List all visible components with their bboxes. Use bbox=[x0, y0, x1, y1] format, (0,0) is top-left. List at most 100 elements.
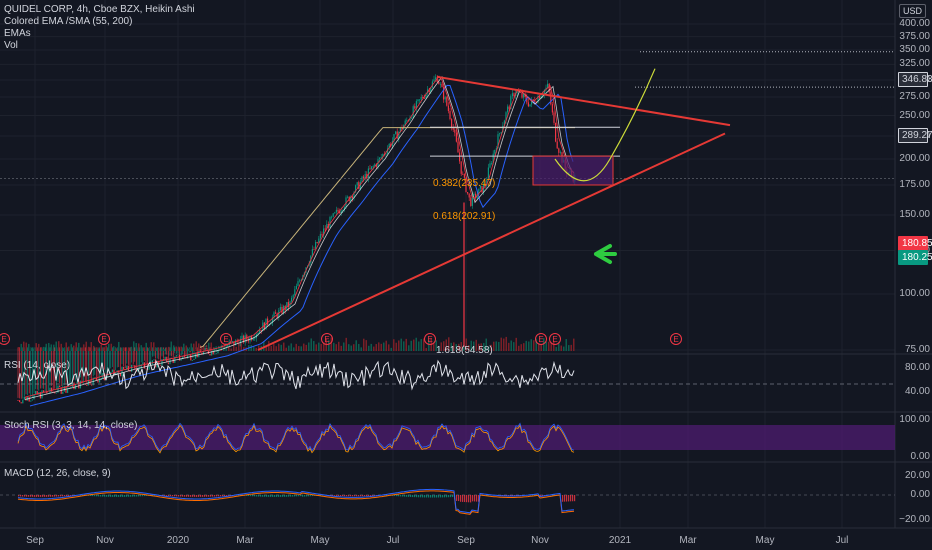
candle-body bbox=[491, 163, 493, 165]
emas-indicator-label[interactable]: EMAs bbox=[4, 28, 31, 39]
volume-indicator-label[interactable]: Vol bbox=[4, 40, 18, 51]
macd-histogram-bar bbox=[452, 495, 454, 498]
candle-body bbox=[75, 383, 77, 390]
y-tick-label: 350.00 bbox=[899, 44, 930, 55]
candle-body bbox=[297, 281, 299, 286]
candle-body bbox=[326, 223, 328, 230]
macd-histogram-bar bbox=[368, 495, 370, 496]
volume-bar bbox=[288, 345, 290, 351]
volume-bar bbox=[280, 344, 282, 351]
earnings-icon[interactable]: E bbox=[549, 333, 561, 345]
candle-body bbox=[471, 194, 473, 206]
earnings-icon[interactable]: E bbox=[670, 333, 682, 345]
candle-body bbox=[406, 120, 408, 121]
candle-body bbox=[499, 133, 501, 135]
macd-histogram-bar bbox=[90, 495, 92, 497]
macd-histogram-bar bbox=[168, 495, 170, 496]
macd-histogram-bar bbox=[424, 495, 426, 498]
earnings-icon[interactable]: E bbox=[220, 333, 232, 345]
indicator-tick-label: 0.00 bbox=[910, 489, 930, 500]
macd-histogram-bar bbox=[418, 495, 420, 498]
macd-histogram-bar bbox=[402, 495, 404, 497]
volume-bar bbox=[320, 343, 322, 351]
earnings-icon[interactable]: E bbox=[535, 333, 547, 345]
candle-body bbox=[411, 117, 413, 119]
fib-label-1618: 1.618(54.58) bbox=[436, 345, 493, 356]
volume-bar bbox=[538, 344, 540, 351]
macd-histogram-bar bbox=[60, 495, 62, 497]
macd-histogram-bar bbox=[42, 495, 44, 497]
symbol-title[interactable]: QUIDEL CORP, 4h, Cboe BZX, Heikin Ashi bbox=[4, 4, 195, 15]
volume-bar bbox=[120, 347, 122, 351]
candle-body bbox=[332, 213, 334, 217]
volume-bar bbox=[480, 343, 482, 351]
volume-bar bbox=[218, 345, 220, 351]
macd-histogram-bar bbox=[176, 495, 178, 497]
ema-sma-indicator-label[interactable]: Colored EMA /SMA (55, 200) bbox=[4, 16, 133, 27]
candle-body bbox=[436, 77, 438, 82]
macd-histogram-bar bbox=[264, 495, 266, 497]
candle-body bbox=[54, 391, 56, 394]
macd-histogram-bar bbox=[34, 495, 36, 497]
candle-body bbox=[510, 96, 512, 110]
macd-histogram-bar bbox=[502, 495, 504, 496]
macd-histogram-bar bbox=[506, 495, 508, 496]
candle-body bbox=[484, 183, 486, 186]
candle-body bbox=[475, 193, 477, 199]
macd-histogram-bar bbox=[398, 495, 400, 497]
rsi-line bbox=[17, 359, 575, 391]
x-tick-label: Jul bbox=[835, 535, 849, 546]
macd-legend[interactable]: MACD (12, 26, close, 9) bbox=[4, 468, 111, 479]
macd-histogram-bar bbox=[258, 495, 260, 497]
earnings-icon[interactable]: E bbox=[321, 333, 333, 345]
candle-body bbox=[86, 384, 88, 386]
volume-bar bbox=[63, 348, 65, 351]
volume-bar bbox=[553, 341, 555, 351]
candle-body bbox=[423, 97, 425, 99]
candle-body bbox=[257, 332, 259, 335]
y-tick-label: 275.00 bbox=[899, 90, 930, 102]
macd-histogram-bar bbox=[288, 495, 290, 497]
candle-body bbox=[259, 329, 261, 333]
macd-histogram-bar bbox=[68, 495, 70, 496]
candle-body bbox=[219, 348, 221, 350]
candle-body bbox=[531, 99, 533, 105]
volume-bar bbox=[565, 339, 567, 351]
macd-histogram-bar bbox=[472, 495, 474, 502]
candle-body bbox=[123, 366, 125, 370]
macd-histogram-bar bbox=[346, 495, 348, 497]
candle-body bbox=[363, 176, 365, 179]
volume-bar bbox=[550, 342, 552, 351]
volume-bar bbox=[343, 342, 345, 351]
volume-bar bbox=[273, 344, 275, 351]
currency-badge[interactable]: USD bbox=[898, 4, 926, 18]
macd-histogram-bar bbox=[434, 495, 436, 498]
macd-histogram-bar bbox=[516, 495, 518, 496]
stoch-rsi-legend[interactable]: Stoch RSI (3, 3, 14, 14, close) bbox=[4, 420, 138, 431]
candle-body bbox=[359, 181, 361, 189]
x-tick-label: Mar bbox=[236, 535, 254, 546]
macd-histogram-bar bbox=[122, 495, 124, 497]
volume-bar bbox=[518, 345, 520, 351]
volume-bar bbox=[98, 348, 100, 351]
volume-bar bbox=[83, 344, 85, 351]
candle-body bbox=[71, 382, 73, 388]
candle-body bbox=[292, 295, 294, 298]
candle-body bbox=[414, 106, 416, 109]
rsi-legend[interactable]: RSI (14, close) bbox=[4, 360, 71, 371]
candle-body bbox=[51, 387, 53, 392]
volume-bar bbox=[423, 338, 425, 351]
macd-histogram-bar bbox=[566, 495, 568, 502]
earnings-icon[interactable]: E bbox=[0, 333, 10, 345]
macd-histogram-bar bbox=[358, 495, 360, 497]
macd-histogram-bar bbox=[64, 495, 66, 497]
macd-histogram-bar bbox=[394, 495, 396, 497]
macd-histogram-bar bbox=[352, 495, 354, 497]
earnings-icon[interactable]: E bbox=[98, 333, 110, 345]
macd-histogram-bar bbox=[124, 495, 126, 497]
candle-body bbox=[358, 182, 360, 189]
earnings-icon[interactable]: E bbox=[424, 333, 436, 345]
candle-body bbox=[315, 242, 317, 250]
volume-bar bbox=[473, 341, 475, 351]
